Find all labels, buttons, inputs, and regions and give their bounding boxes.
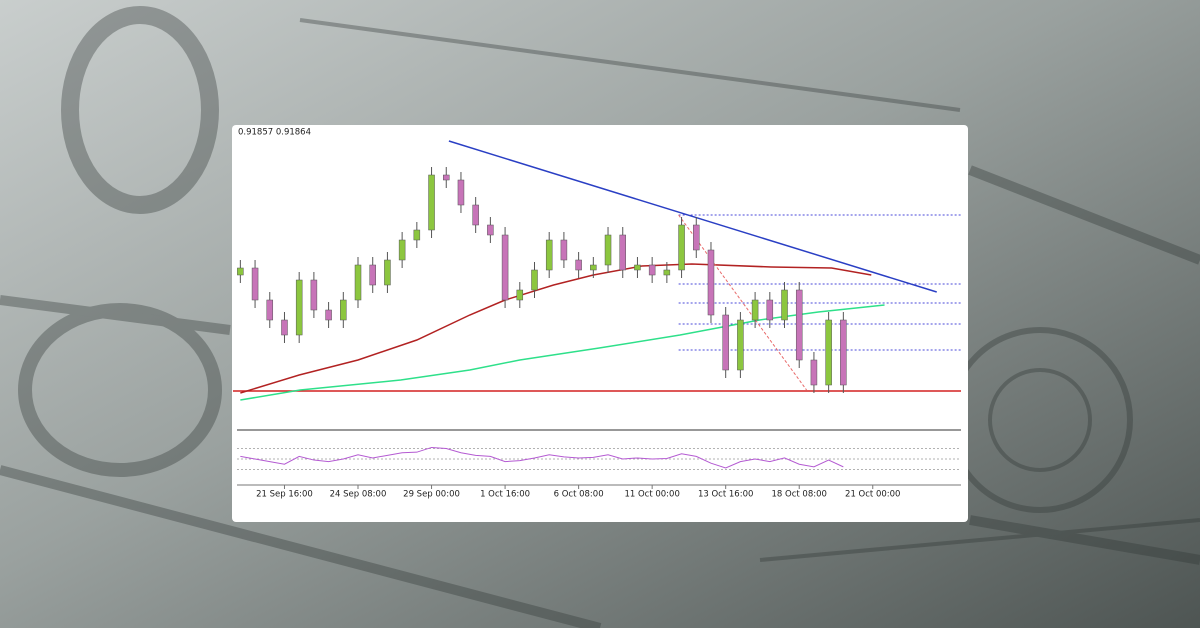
candle-body	[325, 309, 332, 321]
candle-body	[472, 204, 479, 226]
chart-card	[232, 125, 968, 522]
candle-body	[678, 224, 685, 271]
candle-body	[619, 234, 626, 271]
candle-body	[281, 319, 288, 336]
price-header: 0.91857 0.91864	[238, 128, 311, 138]
candle-body	[457, 179, 465, 206]
overlay-line	[240, 304, 885, 401]
candle-body	[604, 234, 612, 266]
x-tick-label: 18 Oct 08:00	[772, 490, 827, 500]
candle-body	[810, 359, 818, 386]
candle-body	[722, 314, 729, 371]
candle-body	[751, 299, 759, 321]
banknote-decoration	[0, 6, 1200, 632]
x-tick-label: 21 Sep 16:00	[256, 490, 313, 500]
candle-body	[443, 174, 450, 181]
candle-body	[840, 319, 847, 386]
x-tick-label: 13 Oct 16:00	[698, 490, 753, 500]
candle-body	[648, 264, 656, 276]
candle-body	[737, 319, 744, 371]
candle-body	[545, 239, 553, 271]
candle-body	[398, 239, 406, 261]
candle-body	[340, 299, 347, 321]
overlay-line	[448, 140, 937, 293]
candle-body	[428, 174, 435, 231]
x-tick-label: 11 Oct 00:00	[624, 490, 679, 500]
rsi-line	[240, 446, 844, 469]
x-tick-label: 6 Oct 08:00	[554, 490, 604, 500]
candle-body	[369, 264, 376, 286]
candle-body	[663, 269, 671, 276]
candle-body	[354, 264, 362, 301]
candle-body	[707, 249, 715, 316]
candle-body	[413, 229, 421, 241]
candle-body	[531, 269, 538, 291]
candle-body	[251, 267, 259, 301]
candle-body	[634, 264, 641, 271]
x-tick-label: 24 Sep 08:00	[330, 490, 387, 500]
candle-body	[487, 224, 494, 236]
x-tick-label: 29 Sep 00:00	[403, 490, 460, 500]
candle-body	[766, 299, 774, 321]
x-tick-label: 1 Oct 16:00	[480, 490, 530, 500]
candle-body	[310, 279, 318, 311]
candle-body	[516, 289, 524, 301]
candle-body	[237, 267, 244, 276]
x-tick-label: 21 Oct 00:00	[845, 490, 900, 500]
candle-body	[590, 264, 597, 271]
candle-body	[266, 299, 274, 321]
candle-body	[560, 239, 568, 261]
candle-body	[384, 259, 391, 286]
candle-body	[825, 319, 832, 386]
overlay-line	[240, 263, 872, 394]
candle-body	[295, 279, 303, 336]
candle-body	[693, 224, 700, 251]
candle-body	[501, 234, 509, 301]
overlay-line	[678, 214, 807, 391]
candle-body	[795, 289, 803, 361]
candle-body	[781, 289, 788, 321]
candle-body	[575, 259, 582, 271]
